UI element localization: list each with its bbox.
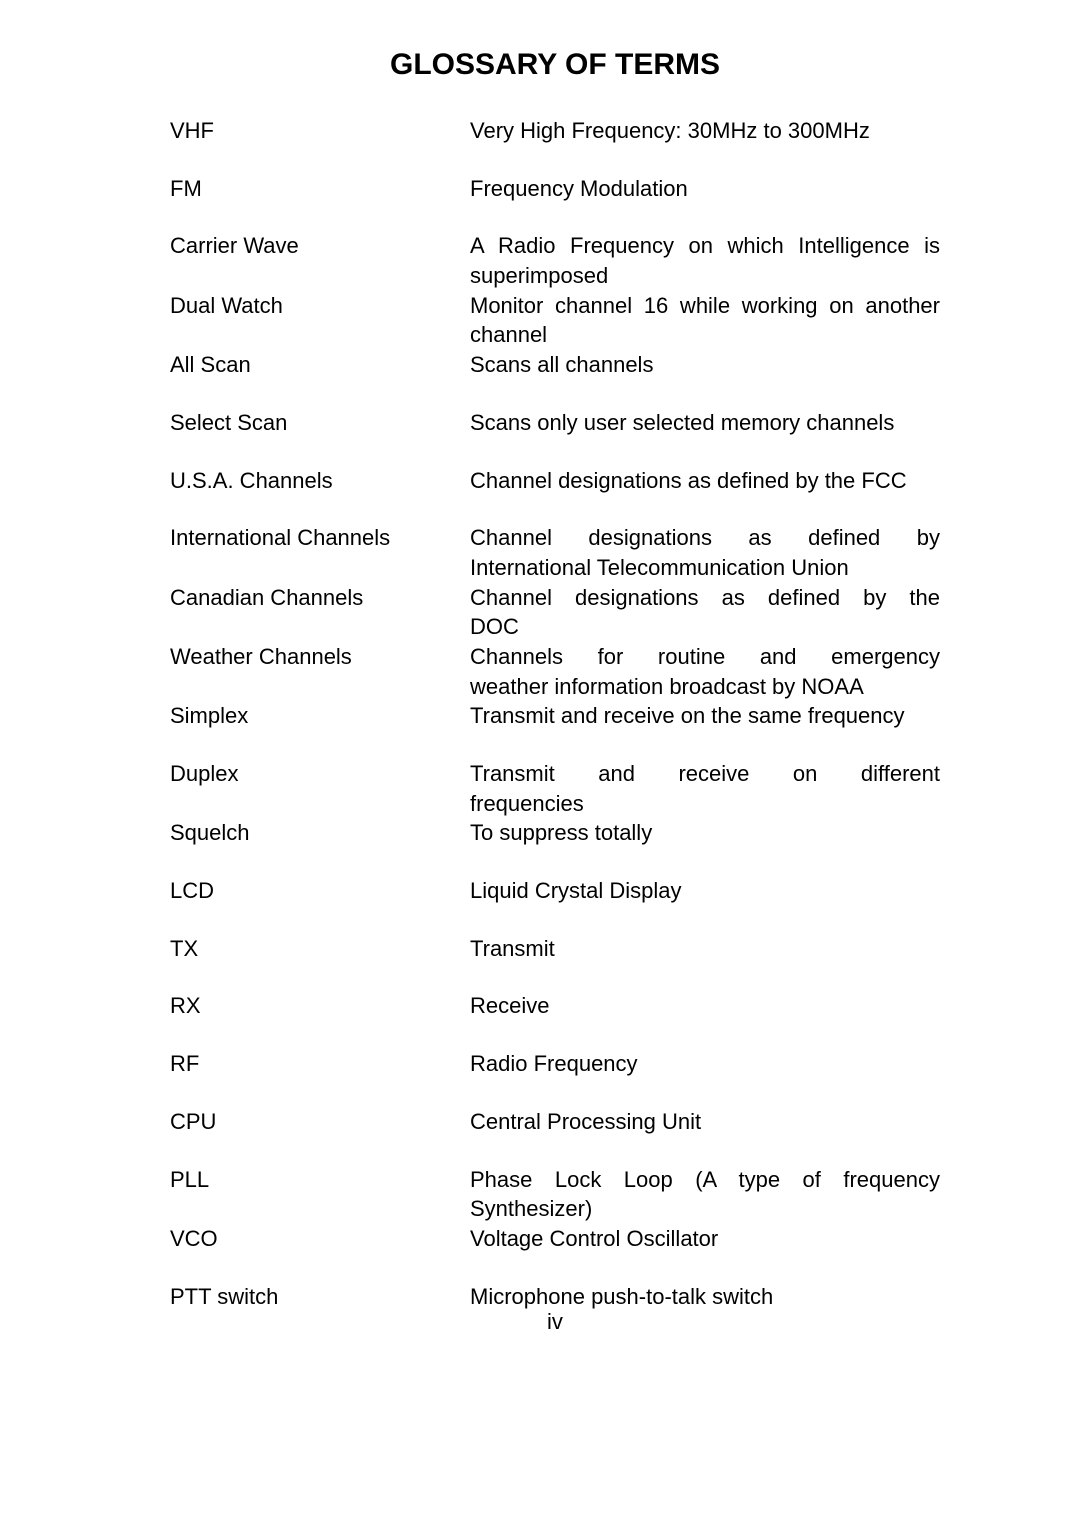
- glossary-term: All Scan: [170, 350, 470, 380]
- glossary-definition: Transmit and receive on the same frequen…: [470, 701, 940, 731]
- glossary-definition-line: Receive: [470, 991, 940, 1021]
- glossary-entry: All ScanScans all channels: [170, 350, 940, 380]
- glossary-term: International Channels: [170, 523, 470, 582]
- glossary-definition: Monitor channel 16 while working on anot…: [470, 291, 940, 350]
- glossary-definition: Frequency Modulation: [470, 174, 940, 204]
- glossary-term: Dual Watch: [170, 291, 470, 350]
- glossary-definition: Transmit: [470, 934, 940, 964]
- page-number: iv: [170, 1309, 940, 1335]
- glossary-entry: VCOVoltage Control Oscillator: [170, 1224, 940, 1254]
- glossary-definition-line: Frequency Modulation: [470, 174, 940, 204]
- glossary-entry: U.S.A. ChannelsChannel designations as d…: [170, 466, 940, 496]
- glossary-definition-line: Central Processing Unit: [470, 1107, 940, 1137]
- glossary-entry: SquelchTo suppress totally: [170, 818, 940, 848]
- glossary-entry: SimplexTransmit and receive on the same …: [170, 701, 940, 731]
- glossary-definition-line: channel: [470, 320, 940, 350]
- glossary-term: Weather Channels: [170, 642, 470, 701]
- glossary-term: PLL: [170, 1165, 470, 1224]
- glossary-list: VHFVery High Frequency: 30MHz to 300MHzF…: [170, 116, 940, 1311]
- glossary-term: RX: [170, 991, 470, 1021]
- glossary-entry: Canadian ChannelsChannel designations as…: [170, 583, 940, 642]
- glossary-definition-line: weather information broadcast by NOAA: [470, 672, 940, 702]
- glossary-definition-line: Scans only user selected memory channels: [470, 408, 940, 438]
- glossary-term: PTT switch: [170, 1282, 470, 1312]
- glossary-entry: FMFrequency Modulation: [170, 174, 940, 204]
- glossary-definition-line: Monitor channel 16 while working on anot…: [470, 291, 940, 321]
- glossary-entry: Carrier WaveA Radio Frequency on which I…: [170, 231, 940, 290]
- glossary-definition-line: Channel designations as defined by: [470, 523, 940, 553]
- glossary-term: Squelch: [170, 818, 470, 848]
- glossary-definition: A Radio Frequency on which Intelligence …: [470, 231, 940, 290]
- glossary-entry: LCDLiquid Crystal Display: [170, 876, 940, 906]
- glossary-term: RF: [170, 1049, 470, 1079]
- glossary-definition: Channel designations as defined by theDO…: [470, 583, 940, 642]
- glossary-term: Duplex: [170, 759, 470, 818]
- glossary-definition-line: International Telecommunication Union: [470, 553, 940, 583]
- glossary-definition-line: Liquid Crystal Display: [470, 876, 940, 906]
- glossary-term: Carrier Wave: [170, 231, 470, 290]
- glossary-definition: Voltage Control Oscillator: [470, 1224, 940, 1254]
- glossary-definition-line: To suppress totally: [470, 818, 940, 848]
- glossary-definition: Phase Lock Loop (A type of frequencySynt…: [470, 1165, 940, 1224]
- glossary-definition-line: Transmit and receive on different: [470, 759, 940, 789]
- glossary-definition: Scans all channels: [470, 350, 940, 380]
- page-title: GLOSSARY OF TERMS: [170, 48, 940, 82]
- glossary-definition-line: Channel designations as defined by the: [470, 583, 940, 613]
- glossary-term: FM: [170, 174, 470, 204]
- glossary-definition-line: Phase Lock Loop (A type of frequency: [470, 1165, 940, 1195]
- glossary-definition: Liquid Crystal Display: [470, 876, 940, 906]
- glossary-definition: Scans only user selected memory channels: [470, 408, 940, 438]
- glossary-definition: Channel designations as defined by the F…: [470, 466, 940, 496]
- glossary-definition: To suppress totally: [470, 818, 940, 848]
- glossary-definition: Radio Frequency: [470, 1049, 940, 1079]
- glossary-definition-line: frequencies: [470, 789, 940, 819]
- glossary-entry: Dual WatchMonitor channel 16 while worki…: [170, 291, 940, 350]
- glossary-term: U.S.A. Channels: [170, 466, 470, 496]
- glossary-definition-line: Channel designations as defined by the F…: [470, 466, 940, 496]
- glossary-term: LCD: [170, 876, 470, 906]
- glossary-entry: CPUCentral Processing Unit: [170, 1107, 940, 1137]
- glossary-definition: Channels for routine and emergencyweathe…: [470, 642, 940, 701]
- glossary-definition-line: Radio Frequency: [470, 1049, 940, 1079]
- glossary-definition: Central Processing Unit: [470, 1107, 940, 1137]
- glossary-entry: Select ScanScans only user selected memo…: [170, 408, 940, 438]
- glossary-definition: Channel designations as defined byIntern…: [470, 523, 940, 582]
- glossary-definition-line: Transmit and receive on the same frequen…: [470, 701, 940, 731]
- glossary-definition-line: Synthesizer): [470, 1194, 940, 1224]
- glossary-definition-line: Transmit: [470, 934, 940, 964]
- glossary-term: CPU: [170, 1107, 470, 1137]
- glossary-term: Canadian Channels: [170, 583, 470, 642]
- glossary-definition-line: DOC: [470, 612, 940, 642]
- glossary-definition-line: Channels for routine and emergency: [470, 642, 940, 672]
- glossary-entry: International ChannelsChannel designatio…: [170, 523, 940, 582]
- glossary-definition-line: Very High Frequency: 30MHz to 300MHz: [470, 116, 940, 146]
- glossary-term: VCO: [170, 1224, 470, 1254]
- glossary-definition: Receive: [470, 991, 940, 1021]
- glossary-definition: Microphone push-to-talk switch: [470, 1282, 940, 1312]
- glossary-term: Select Scan: [170, 408, 470, 438]
- glossary-entry: DuplexTransmit and receive on differentf…: [170, 759, 940, 818]
- glossary-definition: Transmit and receive on differentfrequen…: [470, 759, 940, 818]
- glossary-definition-line: A Radio Frequency on which Intelligence …: [470, 231, 940, 261]
- glossary-definition: Very High Frequency: 30MHz to 300MHz: [470, 116, 940, 146]
- glossary-definition-line: Voltage Control Oscillator: [470, 1224, 940, 1254]
- glossary-entry: VHFVery High Frequency: 30MHz to 300MHz: [170, 116, 940, 146]
- glossary-entry: RFRadio Frequency: [170, 1049, 940, 1079]
- glossary-entry: Weather ChannelsChannels for routine and…: [170, 642, 940, 701]
- glossary-definition-line: Scans all channels: [470, 350, 940, 380]
- glossary-entry: TXTransmit: [170, 934, 940, 964]
- glossary-entry: PLLPhase Lock Loop (A type of frequencyS…: [170, 1165, 940, 1224]
- glossary-definition-line: Microphone push-to-talk switch: [470, 1282, 940, 1312]
- glossary-term: Simplex: [170, 701, 470, 731]
- glossary-definition-line: superimposed: [470, 261, 940, 291]
- glossary-entry: RXReceive: [170, 991, 940, 1021]
- glossary-term: VHF: [170, 116, 470, 146]
- glossary-term: TX: [170, 934, 470, 964]
- glossary-entry: PTT switchMicrophone push-to-talk switch: [170, 1282, 940, 1312]
